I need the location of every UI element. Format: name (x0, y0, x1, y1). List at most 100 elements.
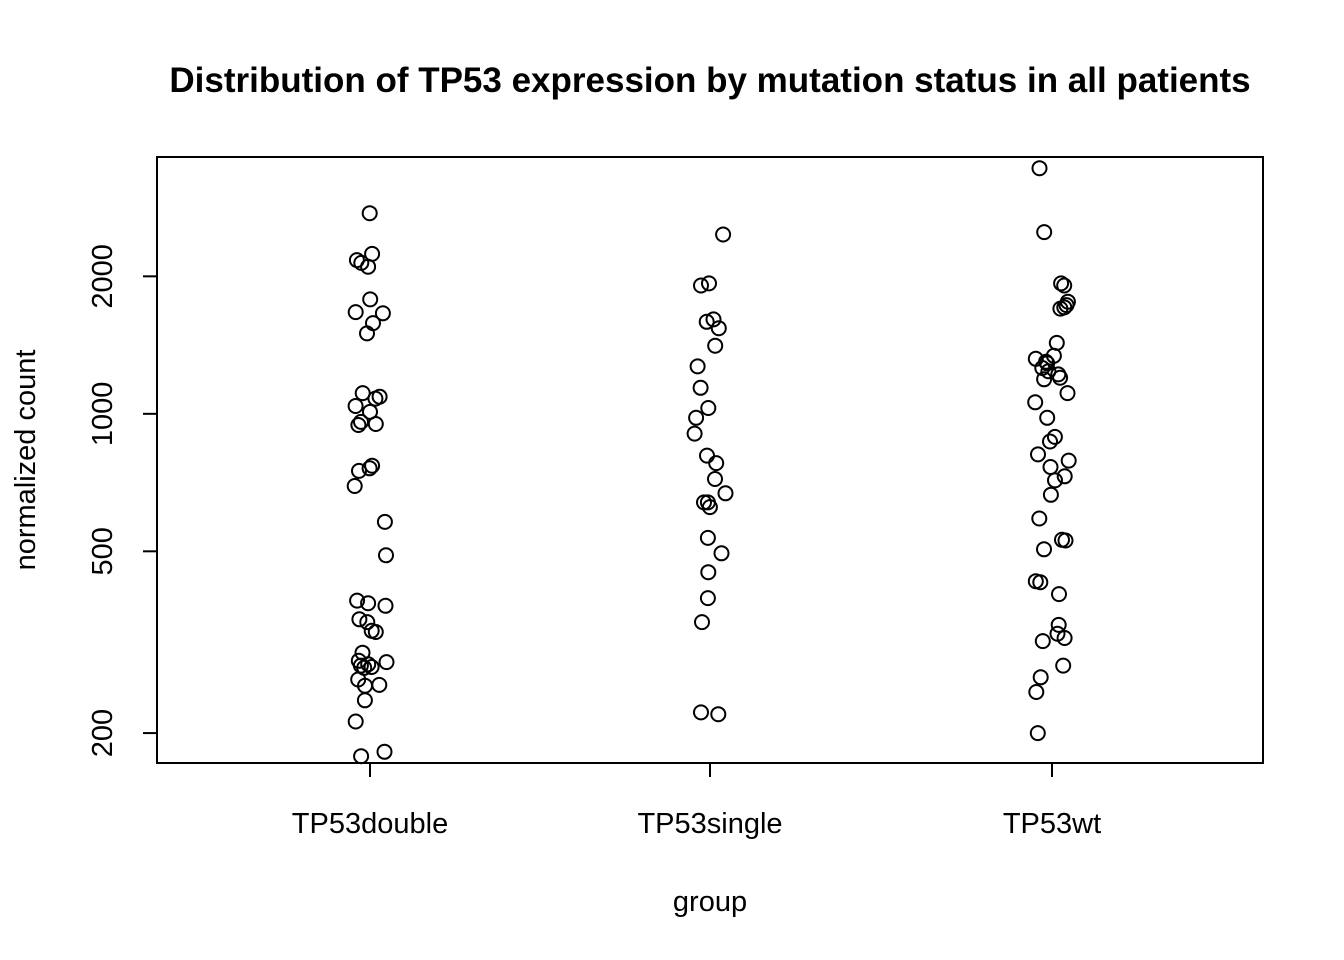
data-point (353, 748, 370, 765)
data-point (1060, 452, 1077, 469)
data-point (1052, 369, 1069, 386)
data-point (361, 460, 378, 477)
data-point (1056, 630, 1073, 646)
data-point (376, 513, 393, 530)
y-tick-label: 1000 (87, 382, 119, 447)
data-point (360, 595, 377, 612)
data-point (1057, 532, 1074, 549)
x-tick-label: TP53single (637, 808, 782, 840)
data-point (367, 390, 384, 407)
data-point (1036, 371, 1053, 388)
data-point (699, 590, 716, 607)
data-point (1059, 385, 1076, 402)
data-point (1050, 616, 1067, 633)
data-point (1039, 409, 1056, 426)
data-point (364, 457, 381, 474)
data-point (1036, 541, 1052, 558)
y-tick-label: 200 (87, 709, 119, 757)
data-point (351, 611, 368, 628)
x-axis: TP53double TP53single TP53wt (292, 762, 1101, 840)
data-point (359, 614, 376, 631)
data-point (350, 417, 367, 433)
data-point (693, 704, 709, 721)
data-point (694, 614, 710, 631)
data-point (361, 205, 378, 222)
data-point (1042, 433, 1058, 450)
data-point (371, 676, 388, 693)
data-point (1030, 446, 1046, 463)
data-point (686, 425, 703, 442)
data-point (359, 325, 375, 342)
data-point (692, 379, 709, 396)
data-point (1056, 468, 1073, 485)
data-point (1055, 657, 1072, 674)
data-point (1052, 300, 1069, 317)
data-point (374, 305, 391, 322)
x-axis-label: group (673, 886, 747, 918)
data-point (708, 455, 725, 472)
data-point (1027, 394, 1044, 411)
data-point (1036, 224, 1053, 241)
data-point (688, 409, 705, 426)
data-point (1040, 363, 1057, 380)
data-point (378, 547, 394, 564)
data-point (376, 743, 393, 760)
data-point (717, 485, 734, 502)
data-point (367, 416, 384, 432)
y-tick-label: 2000 (87, 244, 119, 309)
data-point (1042, 459, 1059, 475)
data-point (1039, 355, 1056, 372)
data-point (701, 275, 717, 292)
data-points (346, 160, 1077, 765)
data-point (705, 311, 722, 328)
data-point (362, 291, 379, 308)
data-point (356, 692, 373, 709)
data-point (1029, 725, 1046, 742)
data-point (378, 654, 395, 671)
data-point (347, 304, 364, 321)
data-point (1031, 510, 1048, 527)
y-tick-label: 500 (87, 527, 119, 575)
data-point (1042, 486, 1059, 503)
data-point (1031, 160, 1048, 177)
x-tick-label: TP53wt (1003, 808, 1101, 840)
data-point (1032, 574, 1049, 591)
data-point (1046, 428, 1063, 445)
data-point (700, 400, 717, 416)
data-point (1028, 684, 1045, 700)
data-point (360, 258, 377, 275)
data-point (367, 624, 384, 640)
data-point (1053, 275, 1070, 292)
chart-title: Distribution of TP53 expression by mutat… (169, 61, 1250, 100)
data-point (1056, 277, 1073, 294)
data-point (347, 713, 364, 730)
data-point (1047, 472, 1063, 489)
data-point (1051, 586, 1067, 603)
y-axis-label: normalized count (10, 350, 42, 571)
data-point (365, 315, 381, 332)
data-point (699, 447, 715, 464)
data-point (707, 471, 723, 487)
data-point (363, 659, 380, 675)
data-point (698, 313, 715, 330)
data-point (689, 358, 706, 375)
data-point (1032, 669, 1049, 686)
data-point (693, 277, 709, 294)
data-point (1048, 334, 1065, 351)
data-point (710, 320, 727, 337)
data-point (707, 337, 724, 354)
data-point (699, 529, 716, 546)
data-point (700, 564, 717, 581)
data-point (360, 656, 377, 673)
data-point (349, 592, 366, 609)
data-point (353, 413, 369, 430)
data-point (347, 398, 364, 414)
data-point (346, 478, 363, 494)
data-point (713, 545, 730, 562)
data-point (701, 499, 718, 516)
y-axis: 200 500 1000 2000 (87, 244, 158, 757)
data-point (715, 226, 732, 243)
data-point (1034, 633, 1051, 650)
x-tick-label: TP53double (292, 808, 448, 840)
